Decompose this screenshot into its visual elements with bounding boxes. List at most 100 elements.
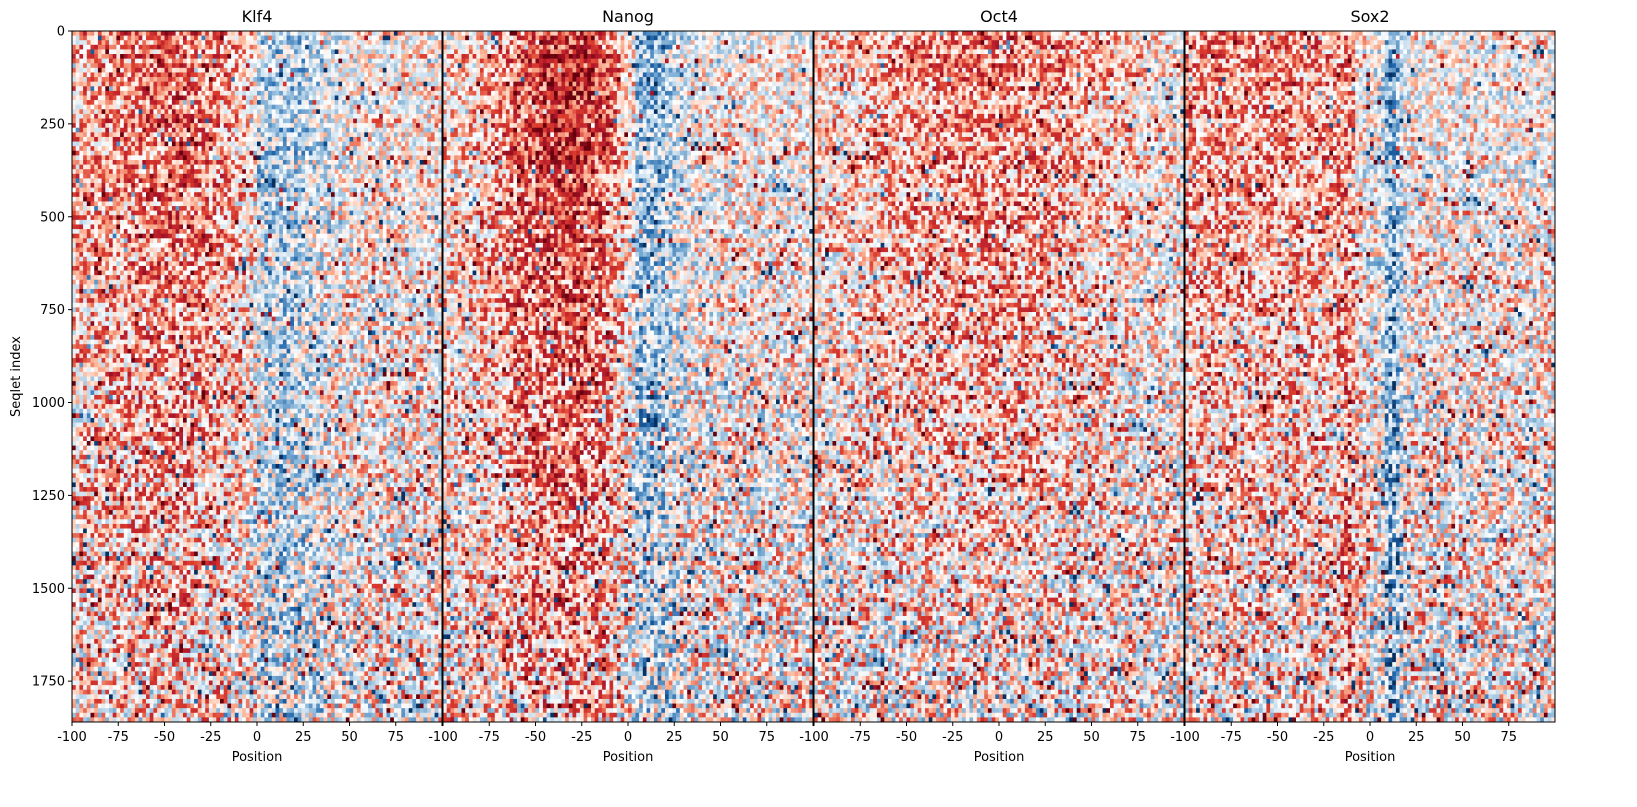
heatmap-cell bbox=[72, 123, 76, 128]
heatmap-cell bbox=[142, 82, 146, 87]
heatmap-cell bbox=[116, 114, 120, 119]
heatmap-cell bbox=[272, 86, 276, 91]
heatmap-cell bbox=[135, 36, 139, 41]
heatmap-cell bbox=[250, 49, 254, 54]
heatmap-cell bbox=[202, 100, 206, 105]
heatmap-cell bbox=[139, 91, 143, 96]
heatmap-cell bbox=[150, 77, 154, 82]
heatmap-cell bbox=[113, 91, 117, 96]
heatmap-cell bbox=[409, 123, 413, 128]
heatmap-cell bbox=[205, 95, 209, 100]
heatmap-cell bbox=[387, 123, 391, 128]
heatmap-cell bbox=[135, 45, 139, 50]
heatmap-cell bbox=[139, 100, 143, 105]
heatmap-cell bbox=[242, 109, 246, 114]
heatmap-cell bbox=[179, 77, 183, 82]
heatmap-cell bbox=[102, 36, 106, 41]
heatmap-cell bbox=[220, 114, 224, 119]
heatmap-cell bbox=[257, 86, 261, 91]
heatmap-cell bbox=[205, 59, 209, 64]
heatmap-cell bbox=[87, 31, 91, 36]
heatmap-cell bbox=[131, 31, 135, 36]
heatmap-cell bbox=[279, 146, 283, 151]
heatmap-cell bbox=[198, 114, 202, 119]
heatmap-cell bbox=[268, 54, 272, 59]
heatmap-cell bbox=[290, 95, 294, 100]
heatmap-cell bbox=[361, 68, 365, 73]
heatmap-cell bbox=[113, 63, 117, 68]
heatmap-cell bbox=[298, 68, 302, 73]
heatmap-cell bbox=[350, 82, 354, 87]
heatmap-cell bbox=[272, 132, 276, 137]
heatmap-cell bbox=[142, 40, 146, 45]
heatmap-cell bbox=[139, 77, 143, 82]
heatmap-cell bbox=[116, 86, 120, 91]
heatmap-cell bbox=[372, 45, 376, 50]
heatmap-cell bbox=[135, 68, 139, 73]
heatmap-cell bbox=[313, 123, 317, 128]
heatmap-cell bbox=[72, 91, 76, 96]
heatmap-cell bbox=[268, 128, 272, 133]
heatmap-cell bbox=[309, 77, 313, 82]
heatmap-cell bbox=[412, 49, 416, 54]
heatmap-cell bbox=[176, 137, 180, 142]
heatmap-cell bbox=[416, 100, 420, 105]
heatmap-cell bbox=[301, 86, 305, 91]
heatmap-cell bbox=[383, 91, 387, 96]
heatmap-cell bbox=[76, 45, 80, 50]
heatmap-cell bbox=[283, 146, 287, 151]
heatmap-cell bbox=[313, 95, 317, 100]
heatmap-cell bbox=[383, 146, 387, 151]
heatmap-cell bbox=[379, 72, 383, 77]
heatmap-cell bbox=[290, 31, 294, 36]
heatmap-cell bbox=[98, 77, 102, 82]
heatmap-cell bbox=[213, 54, 217, 59]
heatmap-cell bbox=[150, 86, 154, 91]
heatmap-cell bbox=[387, 40, 391, 45]
heatmap-cell bbox=[435, 137, 439, 142]
heatmap-cell bbox=[179, 146, 183, 151]
heatmap-cell bbox=[298, 137, 302, 142]
heatmap-cell bbox=[94, 114, 98, 119]
heatmap-cell bbox=[253, 86, 257, 91]
heatmap-cell bbox=[287, 40, 291, 45]
heatmap-cell bbox=[357, 105, 361, 110]
heatmap-cell bbox=[183, 146, 187, 151]
heatmap-cell bbox=[409, 132, 413, 137]
heatmap-cell bbox=[179, 82, 183, 87]
heatmap-cell bbox=[372, 63, 376, 68]
heatmap-cell bbox=[183, 36, 187, 41]
heatmap-cell bbox=[294, 95, 298, 100]
heatmap-cell bbox=[139, 86, 143, 91]
heatmap-cell bbox=[353, 146, 357, 151]
heatmap-cell bbox=[405, 119, 409, 124]
heatmap-cell bbox=[416, 91, 420, 96]
heatmap-cell bbox=[283, 49, 287, 54]
heatmap-cell bbox=[120, 45, 124, 50]
heatmap-cell bbox=[435, 109, 439, 114]
heatmap-cell bbox=[227, 82, 231, 87]
heatmap-cell bbox=[305, 109, 309, 114]
heatmap-cell bbox=[327, 119, 331, 124]
heatmap-cell bbox=[250, 82, 254, 87]
heatmap-cell bbox=[368, 91, 372, 96]
heatmap-cell bbox=[424, 63, 428, 68]
heatmap-cell bbox=[135, 142, 139, 147]
heatmap-cell bbox=[105, 146, 109, 151]
heatmap-cell bbox=[242, 45, 246, 50]
heatmap-cell bbox=[76, 123, 80, 128]
heatmap-cell bbox=[242, 105, 246, 110]
heatmap-cell bbox=[91, 119, 95, 124]
heatmap-cell bbox=[124, 40, 128, 45]
heatmap-cell bbox=[176, 40, 180, 45]
heatmap-cell bbox=[246, 54, 250, 59]
heatmap-cell bbox=[346, 123, 350, 128]
heatmap-cell bbox=[176, 72, 180, 77]
heatmap-cell bbox=[372, 72, 376, 77]
heatmap-cell bbox=[165, 54, 169, 59]
heatmap-cell bbox=[131, 105, 135, 110]
heatmap-cell bbox=[316, 77, 320, 82]
heatmap-cell bbox=[120, 123, 124, 128]
heatmap-cell bbox=[91, 49, 95, 54]
heatmap-cell bbox=[98, 142, 102, 147]
